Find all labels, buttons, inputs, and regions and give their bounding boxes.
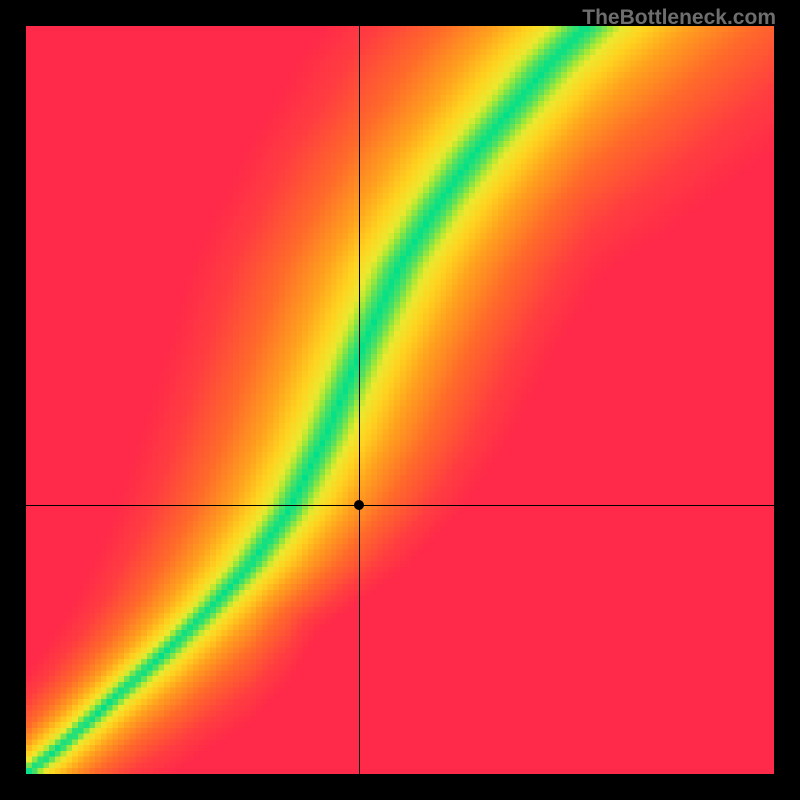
heatmap-canvas [26, 26, 774, 774]
chart-container: TheBottleneck.com [0, 0, 800, 800]
data-point-marker [354, 500, 364, 510]
watermark-text: TheBottleneck.com [582, 6, 776, 30]
crosshair-vertical [359, 26, 360, 774]
crosshair-horizontal [26, 505, 774, 506]
heatmap-plot [26, 26, 774, 774]
